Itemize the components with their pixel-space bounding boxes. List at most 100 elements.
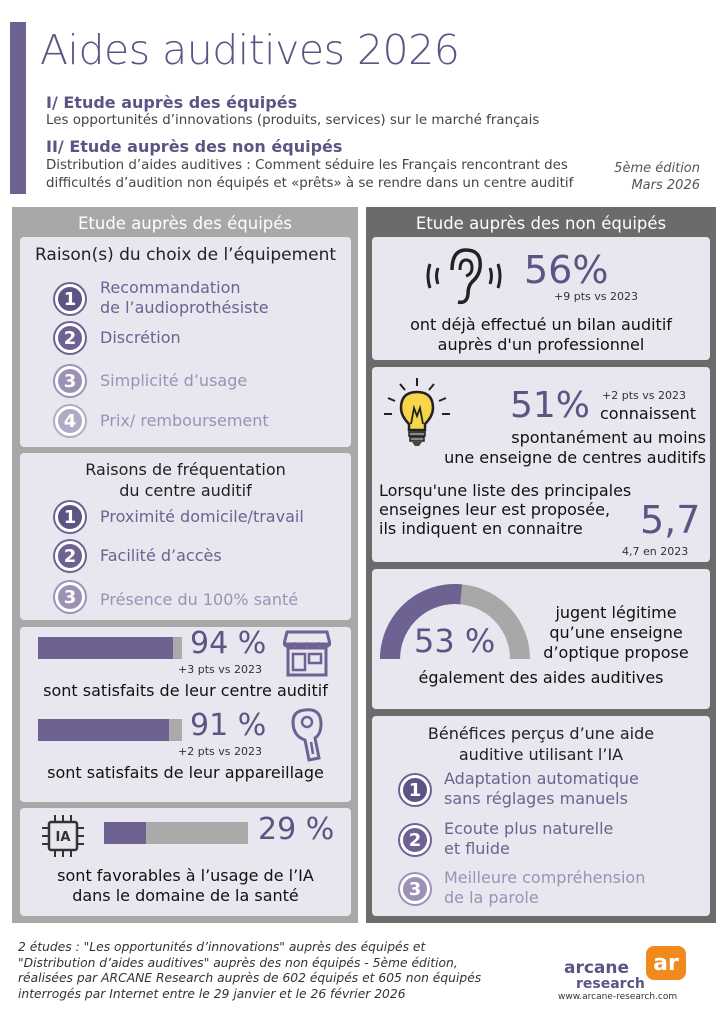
choice-item-2: Discrétion bbox=[100, 328, 181, 347]
enseignes-list-value: 5,7 bbox=[640, 498, 701, 542]
freq-rank-3-badge: 3 bbox=[55, 582, 85, 612]
ai-chip-label: IA bbox=[56, 830, 71, 845]
footer-line-4: interrogés par Internet entre le 29 janv… bbox=[18, 986, 406, 1001]
benefit-rank-2-badge: 2 bbox=[400, 825, 430, 855]
footer-sources: 2 études : "Les opportunités d’innovatio… bbox=[18, 940, 481, 1002]
bilan-label-2: auprès d'un professionnel bbox=[437, 335, 645, 354]
benefit-item-3: Meilleure compréhension de la parole bbox=[444, 868, 645, 908]
benefit-item-1: Adaptation automatique sans réglages man… bbox=[444, 769, 639, 809]
rank-2-badge: 2 bbox=[55, 323, 85, 353]
section1-desc: Les opportunités d’innovations (produits… bbox=[46, 113, 540, 128]
device-satisfaction-bar bbox=[38, 719, 182, 741]
optique-label-top: jugent légitime qu’une enseigne d’optiqu… bbox=[524, 603, 708, 663]
bilan-label-1: ont déjà effectué un bilan auditif bbox=[410, 315, 672, 334]
optique-label-2: qu’une enseigne bbox=[549, 623, 683, 642]
section2-desc-2: difficultés d’audition non équipés et «p… bbox=[46, 176, 574, 191]
frequentation-title: Raisons de fréquentation du centre audit… bbox=[20, 459, 351, 501]
rank-1-badge: 1 bbox=[55, 284, 85, 314]
device-satisfaction-label: sont satisfaits de leur appareillage bbox=[47, 763, 324, 782]
centre-satisfaction-bar bbox=[38, 637, 182, 659]
ia-favorable-label: sont favorables à l’usage de l’IA dans l… bbox=[20, 866, 351, 906]
enseignes-list-text: Lorsqu'une liste des principales enseign… bbox=[379, 481, 631, 538]
benefit-item-3-line2: de la parole bbox=[444, 888, 539, 907]
enseignes-label-3: une enseigne de centres auditifs bbox=[444, 448, 706, 467]
enseignes-list-3: ils indiquent en connaitre bbox=[379, 519, 583, 538]
enseignes-list-prev: 4,7 en 2023 bbox=[622, 545, 689, 558]
edition-date: Mars 2026 bbox=[631, 178, 700, 193]
device-satisfaction-bar-fill bbox=[38, 719, 170, 741]
enseignes-value: 51% bbox=[510, 385, 591, 426]
section2-title: II/ Etude auprès des non équipés bbox=[46, 137, 343, 156]
frequentation-title-2: du centre auditif bbox=[119, 481, 252, 500]
left-panel-header: Etude auprès des équipés bbox=[77, 214, 293, 233]
enseignes-delta: +2 pts vs 2023 bbox=[602, 389, 686, 402]
logo-word-arcane: arcane bbox=[564, 958, 630, 978]
rank-3-badge: 3 bbox=[55, 366, 85, 396]
ear-icon bbox=[426, 248, 502, 305]
centre-satisfaction-bar-fill bbox=[38, 637, 174, 659]
optique-gauge-fill bbox=[380, 584, 463, 660]
benefit-item-2: Ecoute plus naturelle et fluide bbox=[444, 819, 613, 859]
ia-favorable-label-1: sont favorables à l’usage de l’IA bbox=[57, 866, 314, 885]
bilan-label: ont déjà effectué un bilan auditif auprè… bbox=[372, 315, 710, 355]
centre-satisfaction-delta: +3 pts vs 2023 bbox=[178, 663, 262, 676]
arcane-logo[interactable]: arcane ar research www.arcane-research.c… bbox=[556, 946, 716, 1006]
enseignes-label-rest: spontanément au moins une enseigne de ce… bbox=[372, 428, 706, 468]
lightbulb-icon bbox=[384, 378, 450, 446]
optique-label-1: jugent légitime bbox=[555, 603, 677, 622]
header-accent-bar bbox=[10, 22, 26, 194]
optique-label-3: d’optique propose bbox=[543, 643, 689, 662]
centre-satisfaction-label: sont satisfaits de leur centre auditif bbox=[43, 681, 328, 700]
section2-desc-1: Distribution d’aides auditives : Comment… bbox=[46, 158, 568, 173]
right-panel-header: Etude auprès des non équipés bbox=[415, 214, 667, 233]
benefit-rank-1-badge: 1 bbox=[400, 775, 430, 805]
freq-item-3: Présence du 100% santé bbox=[100, 590, 299, 609]
benefices-title-2: auditive utilisant l’IA bbox=[458, 745, 624, 764]
benefit-item-2-line1: Ecoute plus naturelle bbox=[444, 819, 614, 838]
frequentation-title-1: Raisons de fréquentation bbox=[85, 460, 286, 479]
optique-gauge bbox=[380, 584, 530, 660]
ia-favorable-label-2: dans le domaine de la santé bbox=[72, 886, 299, 905]
centre-satisfaction-value: 94 % bbox=[190, 626, 267, 661]
logo-word-research: research bbox=[576, 976, 645, 992]
section1-title: I/ Etude auprès des équipés bbox=[46, 93, 298, 112]
footer-line-1: 2 études : "Les opportunités d’innovatio… bbox=[18, 940, 426, 954]
store-icon bbox=[283, 630, 331, 677]
bilan-value: 56% bbox=[524, 248, 609, 292]
choice-item-4: Prix/ remboursement bbox=[100, 411, 269, 430]
freq-rank-2-badge: 2 bbox=[55, 541, 85, 571]
optique-value: 53 % bbox=[414, 622, 496, 660]
edition-info: 5ème édition Mars 2026 bbox=[614, 160, 700, 194]
device-satisfaction-value: 91 % bbox=[190, 708, 267, 743]
bilan-delta: +9 pts vs 2023 bbox=[554, 290, 638, 303]
footer-line-3: réalisées par ARCANE Research auprès de … bbox=[18, 971, 482, 985]
enseignes-list-2: enseignes leur est proposée, bbox=[379, 500, 611, 519]
enseignes-label-2: spontanément au moins bbox=[511, 428, 706, 447]
ia-favorable-bar-fill bbox=[104, 822, 146, 844]
benefices-title: Bénéfices perçus d’une aide auditive uti… bbox=[372, 723, 710, 765]
benefit-item-1-line2: sans réglages manuels bbox=[444, 789, 628, 808]
bilan-card bbox=[372, 237, 710, 360]
edition-number: 5ème édition bbox=[614, 161, 700, 176]
logo-mark: ar bbox=[646, 946, 686, 980]
benefit-item-3-line1: Meilleure compréhension bbox=[444, 868, 646, 887]
optique-label-4: également des aides auditives bbox=[418, 668, 664, 687]
choice-item-1-line2: de l’audioprothésiste bbox=[100, 298, 269, 317]
benefit-item-2-line2: et fluide bbox=[444, 839, 510, 858]
choice-item-1: Recommandation de l’audioprothésiste bbox=[100, 278, 269, 318]
choice-item-3: Simplicité d’usage bbox=[100, 371, 248, 390]
footer-line-2: "Distribution d’aides auditives" auprès … bbox=[18, 955, 458, 970]
choice-item-1-line1: Recommandation bbox=[100, 278, 241, 297]
rank-4-badge: 4 bbox=[55, 406, 85, 436]
ai-chip-icon: IA bbox=[42, 815, 84, 857]
device-satisfaction-delta: +2 pts vs 2023 bbox=[178, 745, 262, 758]
logo-website: www.arcane-research.com bbox=[558, 992, 678, 1002]
benefit-rank-3-badge: 3 bbox=[400, 874, 430, 904]
hearing-aid-icon bbox=[291, 708, 323, 762]
ia-favorable-bar bbox=[104, 822, 248, 844]
enseignes-list-1: Lorsqu'une liste des principales bbox=[379, 481, 632, 500]
freq-item-1: Proximité domicile/travail bbox=[100, 507, 304, 526]
page-title: Aides auditives 2026 bbox=[40, 26, 460, 74]
enseignes-label-1: connaissent bbox=[600, 404, 697, 423]
freq-rank-1-badge: 1 bbox=[55, 502, 85, 532]
